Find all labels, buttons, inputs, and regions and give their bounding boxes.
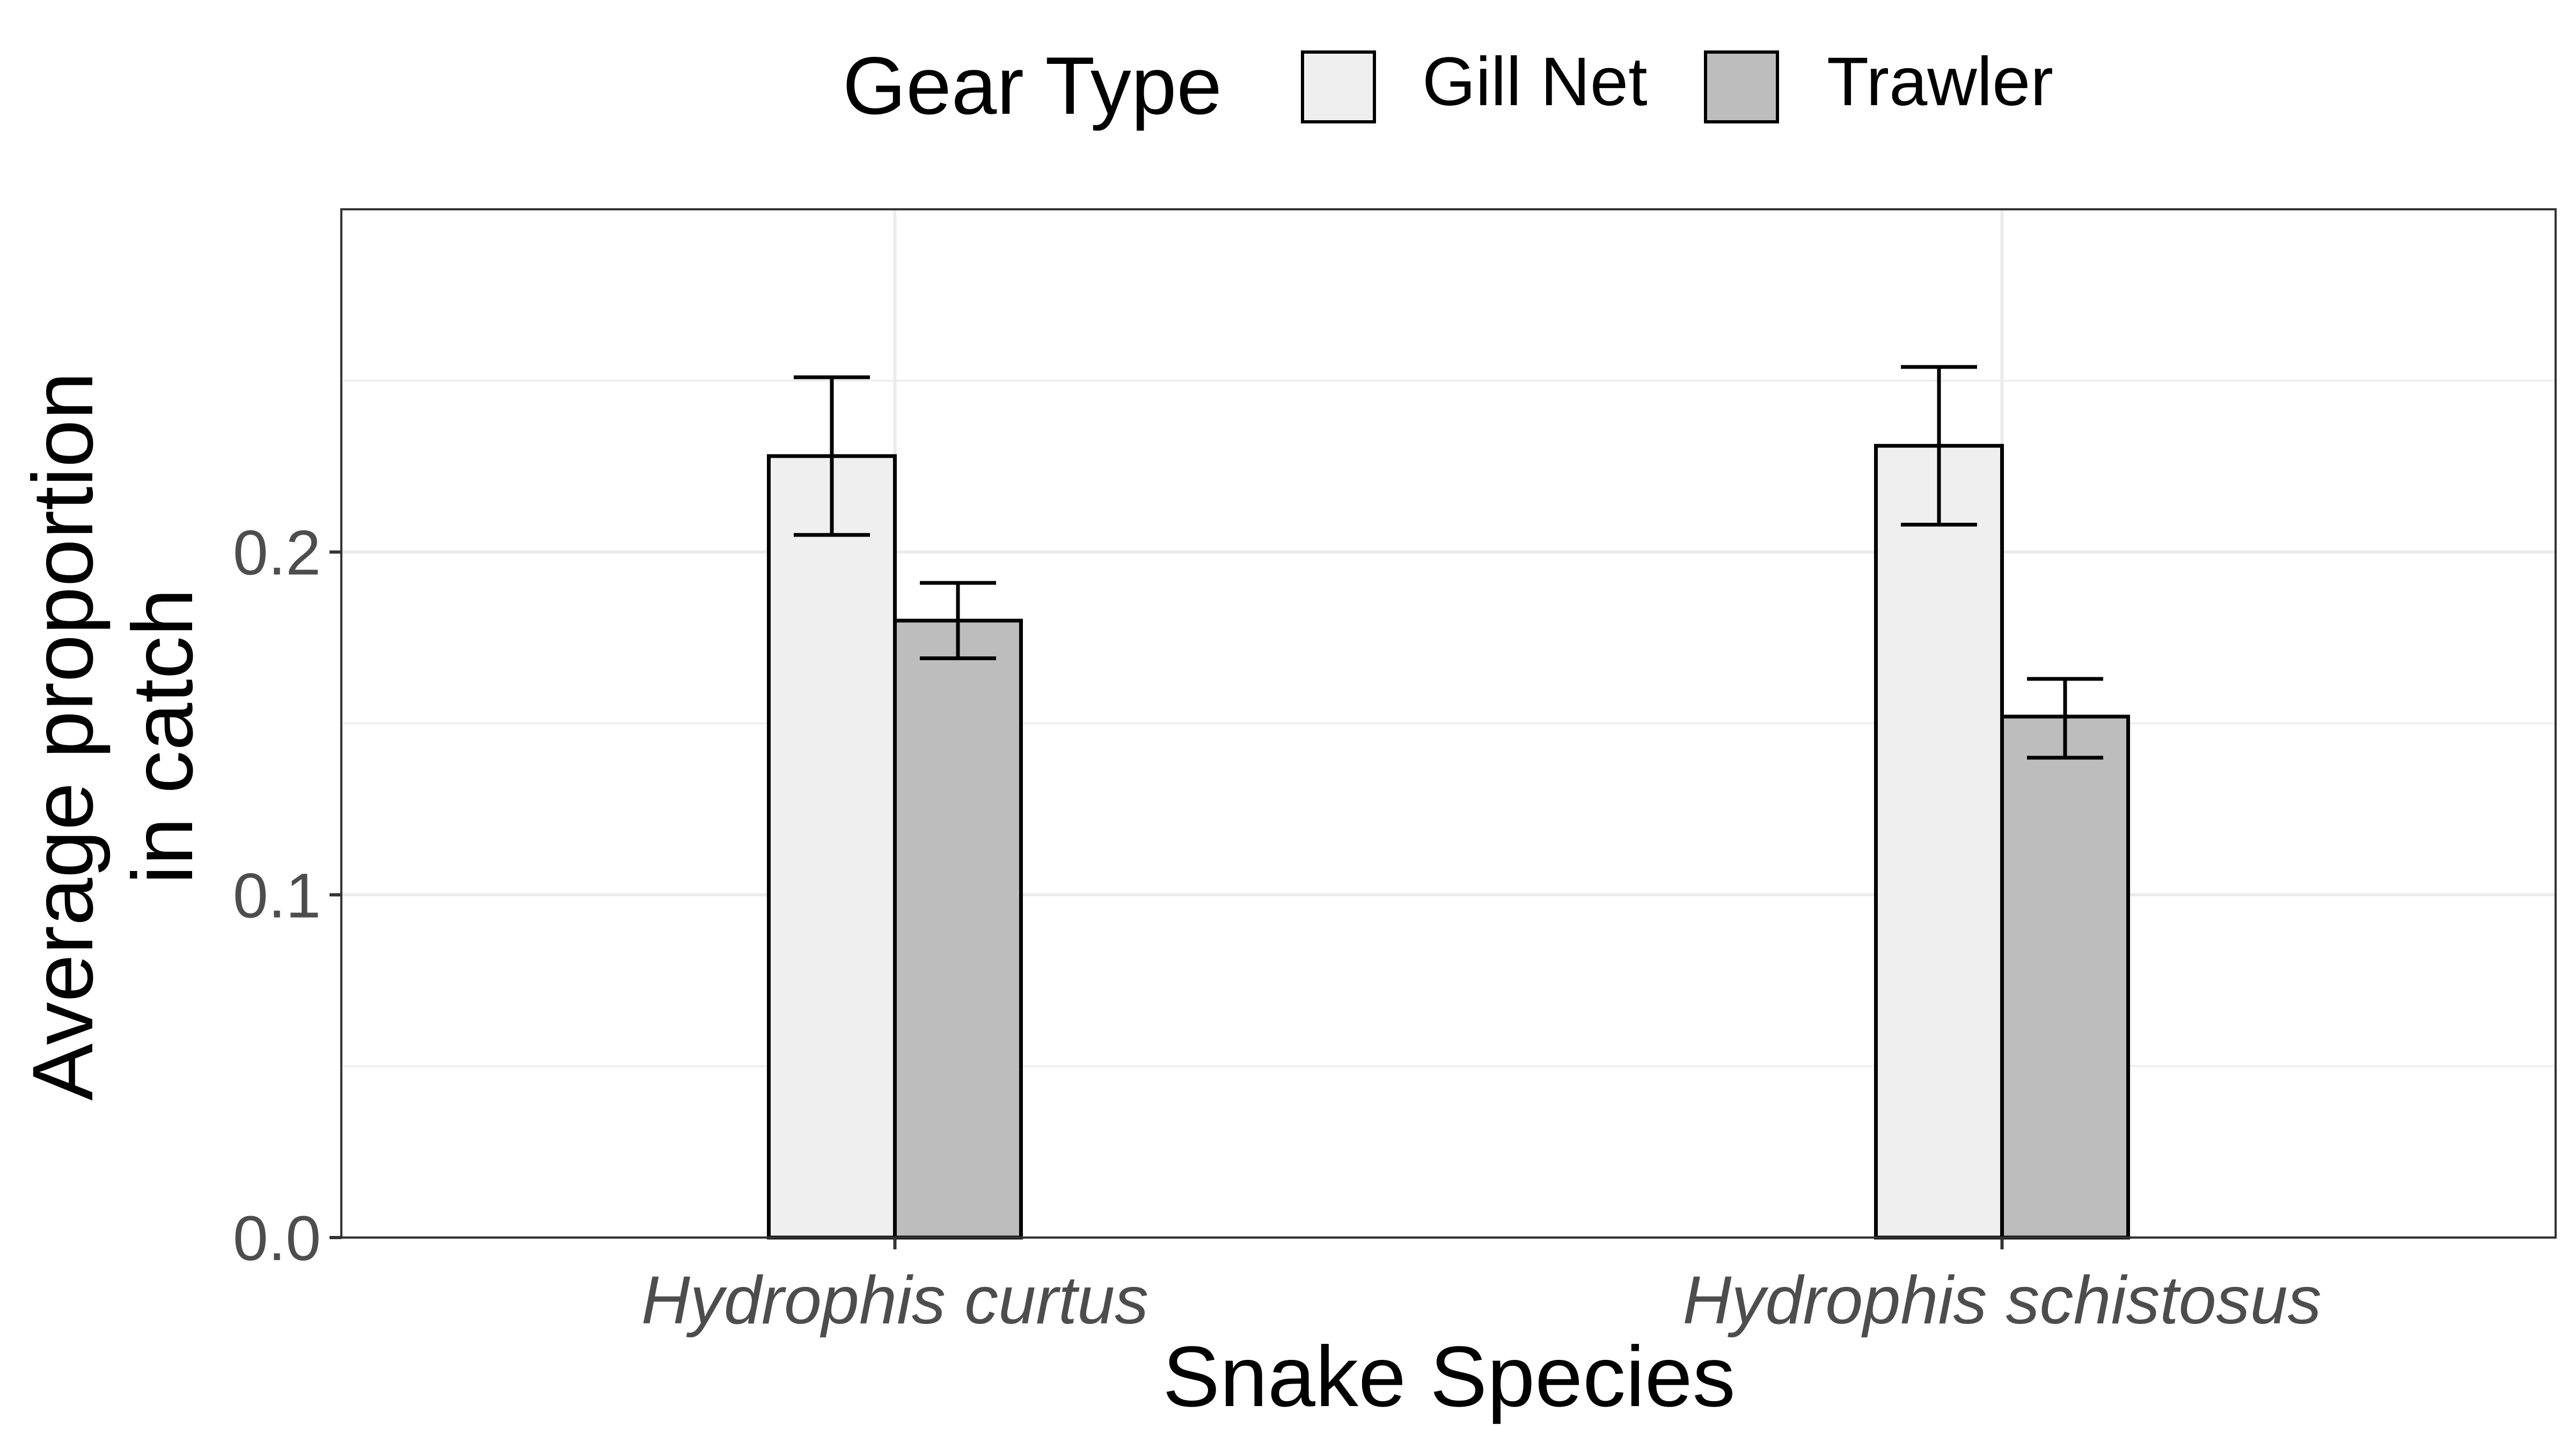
y-axis-ticks: 0.0 0.1 0.2: [233, 518, 341, 1274]
bar-gill-net: [767, 454, 897, 1240]
error-bars: [794, 365, 2103, 760]
legend-label-gill-net: Gill Net: [1422, 43, 1648, 120]
x-tick-label: Hydrophis schistosus: [1682, 1262, 2321, 1338]
legend-key-trawler: [1704, 50, 1779, 123]
bar-trawler: [893, 618, 1023, 1240]
bar-gill-net: [1874, 444, 2004, 1240]
x-axis-title: Snake Species: [1162, 1328, 1735, 1424]
y-tick-label: 0.2: [233, 518, 321, 589]
bar-trawler: [2000, 714, 2130, 1240]
y-axis-title: Average proportion in catch: [14, 372, 210, 1101]
panel-border: [340, 208, 2557, 1239]
x-tick-label: Hydrophis curtus: [641, 1262, 1148, 1338]
legend-key-gill-net: [1301, 50, 1376, 123]
x-axis-ticks: Hydrophis curtus Hydrophis schistosus: [641, 1238, 2322, 1338]
panel-border-rect: [340, 208, 2557, 1239]
y-axis-title-line-2: in catch: [114, 588, 210, 884]
legend: Gear Type Gill Net Trawler: [843, 40, 2053, 131]
y-tick-label: 0.0: [233, 1203, 321, 1274]
bars: [767, 444, 2130, 1240]
y-axis-title-line-1: Average proportion: [14, 372, 111, 1101]
legend-title: Gear Type: [843, 40, 1222, 131]
y-tick-label: 0.1: [233, 860, 321, 931]
legend-label-trawler: Trawler: [1827, 43, 2053, 120]
